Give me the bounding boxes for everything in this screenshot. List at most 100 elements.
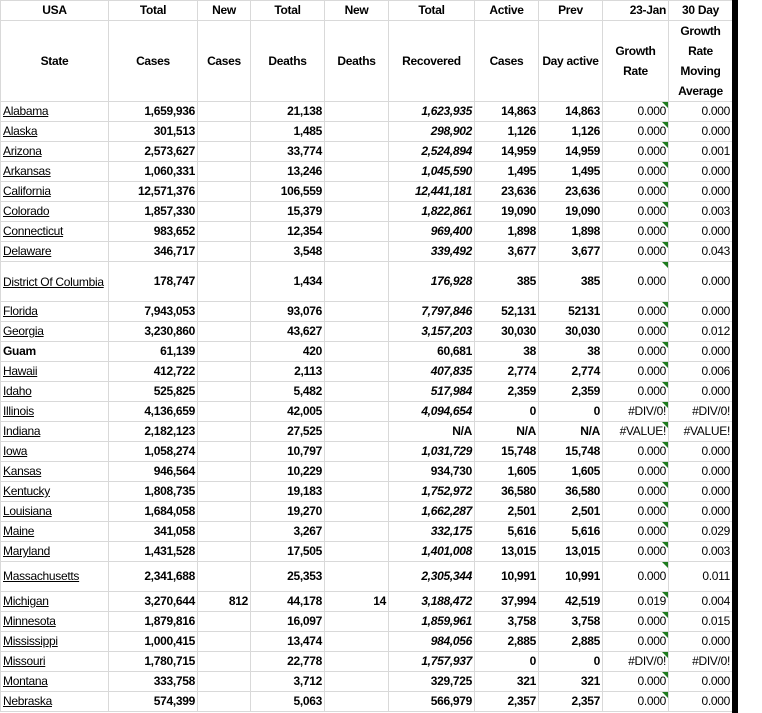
active-cell[interactable]: 15,748	[474, 441, 539, 462]
total-cases-cell[interactable]: 4,136,659	[108, 401, 198, 422]
state-link[interactable]: Hawaii	[3, 364, 38, 378]
active-cell[interactable]: 23,636	[474, 181, 539, 202]
new-cases-cell[interactable]	[197, 301, 251, 322]
growth-cell[interactable]: 0.000	[602, 101, 669, 122]
new-cases-cell[interactable]	[197, 671, 251, 692]
header-cell[interactable]: 23-Jan	[602, 0, 669, 21]
recovered-cell[interactable]: 7,797,846	[388, 301, 475, 322]
state-link[interactable]: Illinois	[3, 404, 34, 418]
prev-cell[interactable]: 42,519	[538, 591, 603, 612]
state-link[interactable]: Montana	[3, 674, 48, 688]
header-cell[interactable]: Prev	[538, 0, 603, 21]
active-cell[interactable]: 0	[474, 651, 539, 672]
new-deaths-cell[interactable]	[324, 321, 389, 342]
growth-cell[interactable]: #DIV/0!	[602, 651, 669, 672]
total-cases-cell[interactable]: 1,058,274	[108, 441, 198, 462]
recovered-cell[interactable]: 339,492	[388, 241, 475, 262]
avg-cell[interactable]: 0.001	[668, 141, 733, 162]
header-cell[interactable]: Recovered	[388, 20, 475, 102]
recovered-cell[interactable]: 1,401,008	[388, 541, 475, 562]
total-cases-cell[interactable]: 7,943,053	[108, 301, 198, 322]
total-deaths-cell[interactable]: 13,246	[250, 161, 325, 182]
header-cell[interactable]: Cases	[474, 20, 539, 102]
total-cases-cell[interactable]: 341,058	[108, 521, 198, 542]
new-deaths-cell[interactable]	[324, 461, 389, 482]
total-cases-cell[interactable]: 301,513	[108, 121, 198, 142]
prev-cell[interactable]: 2,885	[538, 631, 603, 652]
total-deaths-cell[interactable]: 2,113	[250, 361, 325, 382]
growth-cell[interactable]: 0.000	[602, 671, 669, 692]
active-cell[interactable]: 1,126	[474, 121, 539, 142]
state-cell[interactable]: District Of Columbia	[0, 261, 109, 302]
growth-cell[interactable]: 0.000	[602, 121, 669, 142]
growth-cell[interactable]: 0.000	[602, 461, 669, 482]
recovered-cell[interactable]: 1,623,935	[388, 101, 475, 122]
prev-cell[interactable]: 2,357	[538, 691, 603, 712]
state-cell[interactable]: Arizona	[0, 141, 109, 162]
total-deaths-cell[interactable]: 12,354	[250, 221, 325, 242]
active-cell[interactable]: 37,994	[474, 591, 539, 612]
total-cases-cell[interactable]: 2,573,627	[108, 141, 198, 162]
header-cell[interactable]: New	[324, 0, 389, 21]
prev-cell[interactable]: 14,959	[538, 141, 603, 162]
state-link[interactable]: Mississippi	[3, 634, 58, 648]
active-cell[interactable]: 14,863	[474, 101, 539, 122]
active-cell[interactable]: 10,991	[474, 561, 539, 592]
state-link[interactable]: Georgia	[3, 324, 44, 338]
state-link[interactable]: Kansas	[3, 464, 42, 478]
prev-cell[interactable]: 321	[538, 671, 603, 692]
total-deaths-cell[interactable]: 21,138	[250, 101, 325, 122]
new-deaths-cell[interactable]	[324, 201, 389, 222]
state-cell[interactable]: Georgia	[0, 321, 109, 342]
new-deaths-cell[interactable]	[324, 341, 389, 362]
new-cases-cell[interactable]	[197, 521, 251, 542]
state-cell[interactable]: Maine	[0, 521, 109, 542]
total-deaths-cell[interactable]: 3,548	[250, 241, 325, 262]
growth-cell[interactable]: 0.000	[602, 321, 669, 342]
state-link[interactable]: Florida	[3, 304, 38, 318]
avg-cell[interactable]: 0.000	[668, 101, 733, 122]
state-cell[interactable]: Illinois	[0, 401, 109, 422]
recovered-cell[interactable]: 60,681	[388, 341, 475, 362]
recovered-cell[interactable]: 12,441,181	[388, 181, 475, 202]
state-cell[interactable]: Kentucky	[0, 481, 109, 502]
new-deaths-cell[interactable]	[324, 381, 389, 402]
new-cases-cell[interactable]	[197, 181, 251, 202]
total-deaths-cell[interactable]: 19,270	[250, 501, 325, 522]
recovered-cell[interactable]: 176,928	[388, 261, 475, 302]
total-deaths-cell[interactable]: 17,505	[250, 541, 325, 562]
header-cell[interactable]: Day active	[538, 20, 603, 102]
total-deaths-cell[interactable]: 44,178	[250, 591, 325, 612]
active-cell[interactable]: 3,758	[474, 611, 539, 632]
new-cases-cell[interactable]	[197, 341, 251, 362]
growth-cell[interactable]: 0.019	[602, 591, 669, 612]
total-deaths-cell[interactable]: 93,076	[250, 301, 325, 322]
total-cases-cell[interactable]: 1,808,735	[108, 481, 198, 502]
avg-cell[interactable]: 0.000	[668, 481, 733, 502]
state-link[interactable]: California	[3, 184, 51, 198]
avg-cell[interactable]: 0.000	[668, 671, 733, 692]
header-cell[interactable]: State	[0, 20, 109, 102]
header-cell[interactable]: USA	[0, 0, 109, 21]
state-cell[interactable]: Alabama	[0, 101, 109, 122]
state-link[interactable]: Nebraska	[3, 694, 52, 708]
state-link[interactable]: Maryland	[3, 544, 50, 558]
recovered-cell[interactable]: 1,045,590	[388, 161, 475, 182]
active-cell[interactable]: 19,090	[474, 201, 539, 222]
prev-cell[interactable]: 5,616	[538, 521, 603, 542]
total-cases-cell[interactable]: 178,747	[108, 261, 198, 302]
state-cell[interactable]: Nebraska	[0, 691, 109, 712]
new-cases-cell[interactable]	[197, 461, 251, 482]
total-deaths-cell[interactable]: 22,778	[250, 651, 325, 672]
prev-cell[interactable]: 38	[538, 341, 603, 362]
state-cell[interactable]: Maryland	[0, 541, 109, 562]
state-cell[interactable]: Connecticut	[0, 221, 109, 242]
state-cell[interactable]: Idaho	[0, 381, 109, 402]
avg-cell[interactable]: #VALUE!	[668, 421, 733, 442]
new-deaths-cell[interactable]	[324, 501, 389, 522]
new-cases-cell[interactable]	[197, 241, 251, 262]
avg-cell[interactable]: 0.000	[668, 441, 733, 462]
total-cases-cell[interactable]: 61,139	[108, 341, 198, 362]
new-cases-cell[interactable]: 812	[197, 591, 251, 612]
recovered-cell[interactable]: 1,752,972	[388, 481, 475, 502]
